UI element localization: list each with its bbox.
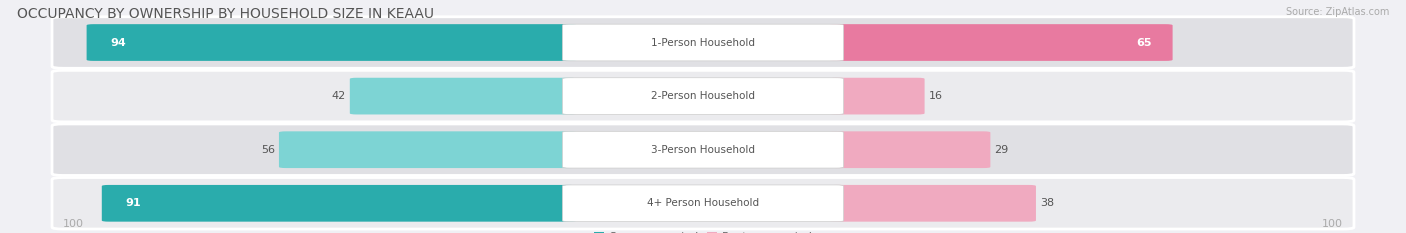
Text: 100: 100: [1322, 219, 1343, 229]
Text: 1-Person Household: 1-Person Household: [651, 38, 755, 48]
Text: OCCUPANCY BY OWNERSHIP BY HOUSEHOLD SIZE IN KEAAU: OCCUPANCY BY OWNERSHIP BY HOUSEHOLD SIZE…: [17, 7, 434, 21]
FancyBboxPatch shape: [562, 131, 844, 168]
Text: 38: 38: [1040, 198, 1054, 208]
FancyBboxPatch shape: [830, 24, 1173, 61]
FancyBboxPatch shape: [278, 131, 576, 168]
FancyBboxPatch shape: [350, 78, 576, 114]
Text: Source: ZipAtlas.com: Source: ZipAtlas.com: [1285, 7, 1389, 17]
FancyBboxPatch shape: [52, 178, 1354, 229]
FancyBboxPatch shape: [52, 124, 1354, 175]
FancyBboxPatch shape: [562, 24, 844, 61]
Text: 16: 16: [929, 91, 943, 101]
Text: 3-Person Household: 3-Person Household: [651, 145, 755, 155]
Text: 4+ Person Household: 4+ Person Household: [647, 198, 759, 208]
FancyBboxPatch shape: [830, 78, 925, 114]
FancyBboxPatch shape: [562, 185, 844, 222]
Text: 2-Person Household: 2-Person Household: [651, 91, 755, 101]
Text: 100: 100: [63, 219, 84, 229]
FancyBboxPatch shape: [52, 17, 1354, 68]
FancyBboxPatch shape: [52, 70, 1354, 122]
Text: 29: 29: [994, 145, 1010, 155]
FancyBboxPatch shape: [830, 131, 990, 168]
Text: 65: 65: [1136, 38, 1152, 48]
FancyBboxPatch shape: [101, 185, 576, 222]
FancyBboxPatch shape: [830, 185, 1036, 222]
Text: 91: 91: [125, 198, 142, 208]
Text: 42: 42: [332, 91, 346, 101]
FancyBboxPatch shape: [562, 78, 844, 114]
FancyBboxPatch shape: [87, 24, 576, 61]
Legend: Owner-occupied, Renter-occupied: Owner-occupied, Renter-occupied: [589, 227, 817, 233]
Text: 94: 94: [111, 38, 127, 48]
Text: 56: 56: [260, 145, 274, 155]
